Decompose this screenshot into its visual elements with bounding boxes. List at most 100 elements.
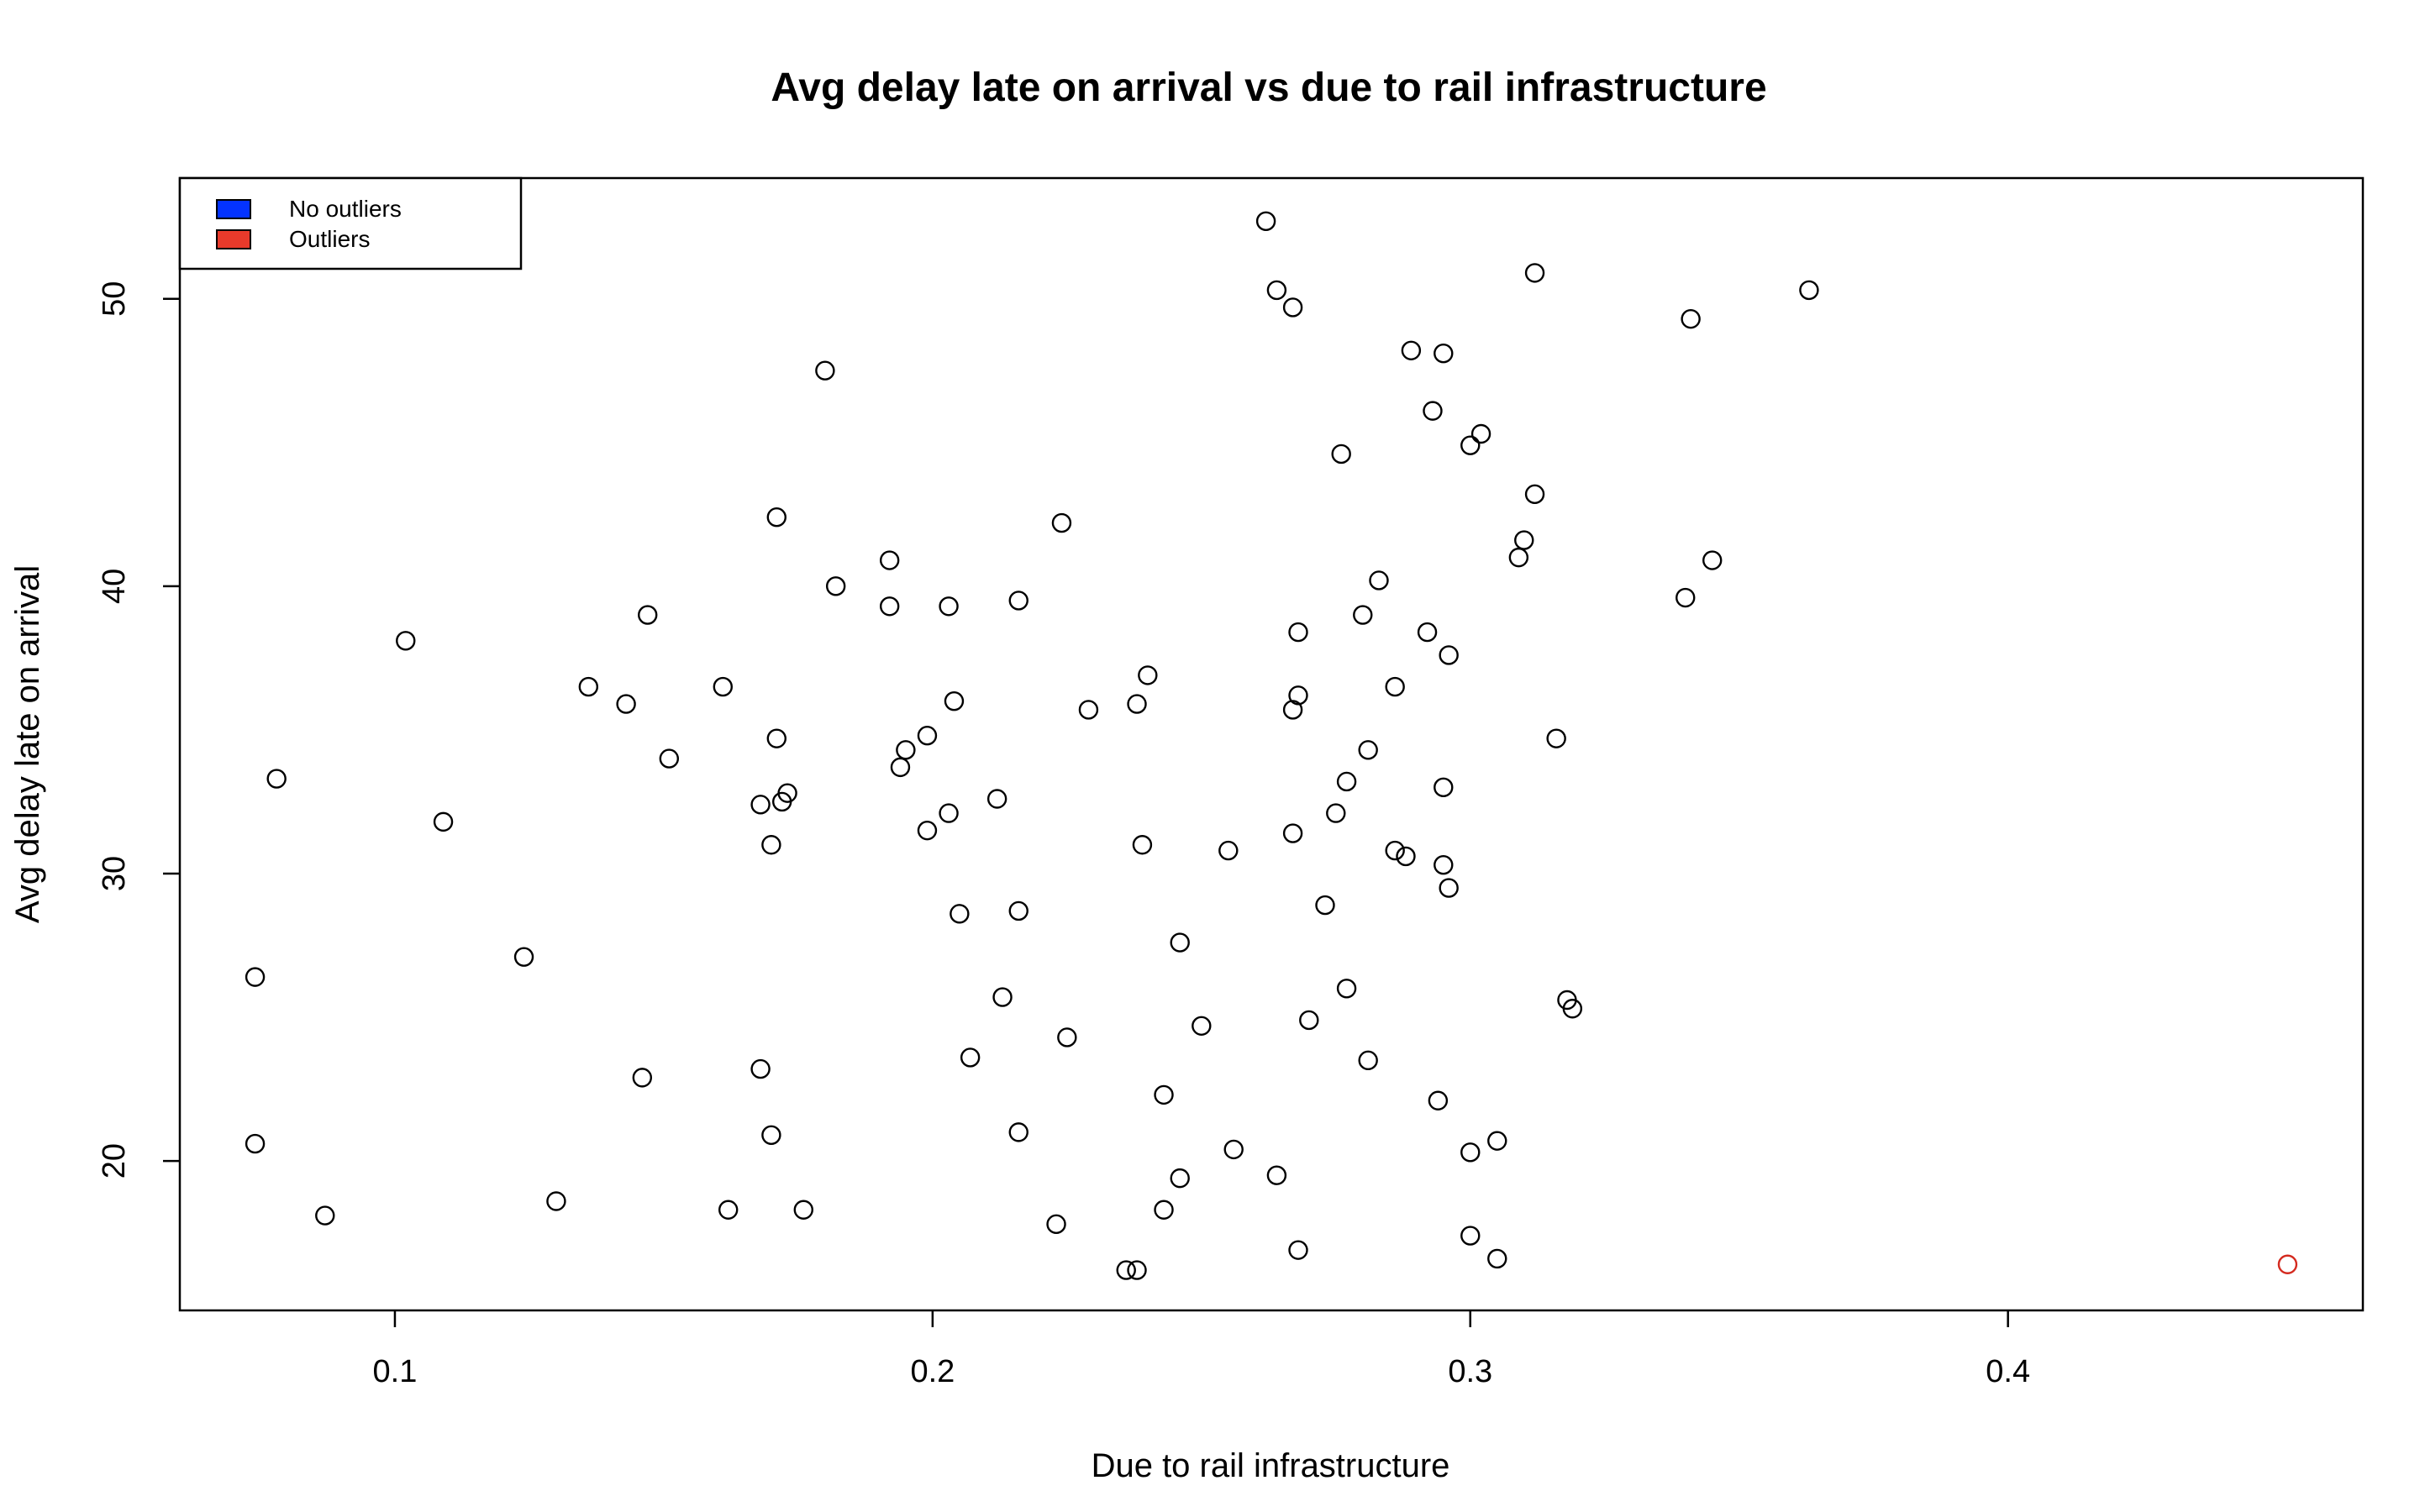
data-point <box>944 690 965 711</box>
data-point <box>638 605 658 625</box>
data-point <box>1434 777 1454 798</box>
data-point <box>1524 484 1545 505</box>
data-point <box>879 550 900 570</box>
data-point <box>1008 900 1028 921</box>
outlier-point <box>2277 1254 2298 1274</box>
data-points <box>245 211 2298 1280</box>
data-point <box>1008 591 1028 611</box>
data-point <box>1331 444 1351 465</box>
legend-swatch-no-outliers <box>216 199 251 219</box>
data-point <box>1434 854 1454 875</box>
data-point <box>1078 700 1099 720</box>
data-point <box>396 631 416 651</box>
data-point <box>1546 728 1566 748</box>
data-point <box>1396 846 1416 867</box>
data-point <box>1170 932 1190 953</box>
data-point <box>1192 1016 1212 1036</box>
data-point <box>1008 1122 1028 1142</box>
data-point <box>1266 1165 1287 1185</box>
data-point <box>1336 771 1357 792</box>
data-point <box>825 576 846 596</box>
data-point <box>1508 547 1529 568</box>
data-point <box>761 835 781 855</box>
data-point <box>1288 685 1308 706</box>
data-point <box>1138 665 1158 685</box>
data-point <box>1385 840 1405 861</box>
y-tick-label: 50 <box>97 281 132 317</box>
data-point <box>1487 1248 1507 1269</box>
data-point <box>1127 1260 1147 1280</box>
data-point <box>1434 344 1454 364</box>
chart-title: Avg delay late on arrival vs due to rail… <box>771 66 1766 110</box>
data-point <box>1282 700 1303 720</box>
data-point <box>546 1191 566 1211</box>
data-point <box>950 904 970 924</box>
data-point <box>1288 1240 1308 1260</box>
data-point <box>1358 1050 1378 1071</box>
data-point <box>245 1133 266 1154</box>
data-point <box>766 507 786 528</box>
data-point <box>1470 423 1491 444</box>
data-point <box>1127 694 1147 714</box>
data-point <box>1132 835 1153 855</box>
data-point <box>1353 605 1373 625</box>
data-point <box>986 789 1007 809</box>
data-point <box>815 360 835 381</box>
plot-frame <box>178 176 2365 1312</box>
data-point <box>1223 1139 1244 1160</box>
data-point <box>1336 979 1357 999</box>
data-point <box>1401 340 1422 360</box>
data-point <box>1385 676 1405 697</box>
data-point <box>1266 280 1287 301</box>
data-point <box>1299 1010 1319 1031</box>
data-point <box>1358 740 1378 760</box>
data-point <box>1170 1168 1190 1189</box>
data-point <box>1423 401 1443 421</box>
data-point <box>771 791 792 812</box>
legend-box <box>178 176 523 270</box>
data-point <box>896 740 916 760</box>
data-point <box>1681 308 1701 329</box>
data-point <box>917 820 938 841</box>
data-point <box>1046 1214 1066 1235</box>
x-axis: 0.1 0.2 0.3 0.4 <box>373 1310 2030 1389</box>
data-point <box>1255 211 1276 232</box>
data-point <box>1116 1260 1136 1280</box>
data-point <box>879 596 900 617</box>
data-point <box>750 795 771 815</box>
data-point <box>1439 645 1459 665</box>
data-point <box>1315 895 1335 916</box>
y-tick-label: 30 <box>97 856 132 891</box>
x-tick-label: 0.3 <box>1448 1354 1492 1389</box>
data-point <box>917 726 938 746</box>
data-point <box>718 1200 739 1220</box>
data-point <box>1676 587 1696 608</box>
data-point <box>315 1205 335 1226</box>
data-point <box>1218 840 1239 861</box>
data-point <box>578 676 599 697</box>
data-point <box>616 694 636 714</box>
data-point <box>960 1047 981 1068</box>
data-point <box>992 987 1013 1007</box>
data-point <box>659 748 680 769</box>
data-point <box>939 596 959 617</box>
data-point <box>1460 1226 1481 1246</box>
data-point <box>1282 297 1303 318</box>
legend-swatch-outliers <box>216 229 251 249</box>
y-axis-label: Avg delay late on arrival <box>9 565 46 923</box>
data-point <box>433 811 454 832</box>
data-point <box>1514 530 1534 550</box>
data-point <box>1799 280 1819 301</box>
data-point <box>761 1125 781 1145</box>
data-point <box>1487 1131 1507 1151</box>
data-point <box>1154 1200 1174 1220</box>
data-point <box>1282 823 1303 843</box>
data-point <box>245 967 266 987</box>
legend-label-no-outliers: No outliers <box>289 196 402 222</box>
data-point <box>1524 263 1545 283</box>
data-point <box>1154 1084 1174 1105</box>
x-tick-label: 0.4 <box>1986 1354 2030 1389</box>
legend-label-outliers: Outliers <box>289 226 370 252</box>
data-point <box>793 1200 813 1220</box>
